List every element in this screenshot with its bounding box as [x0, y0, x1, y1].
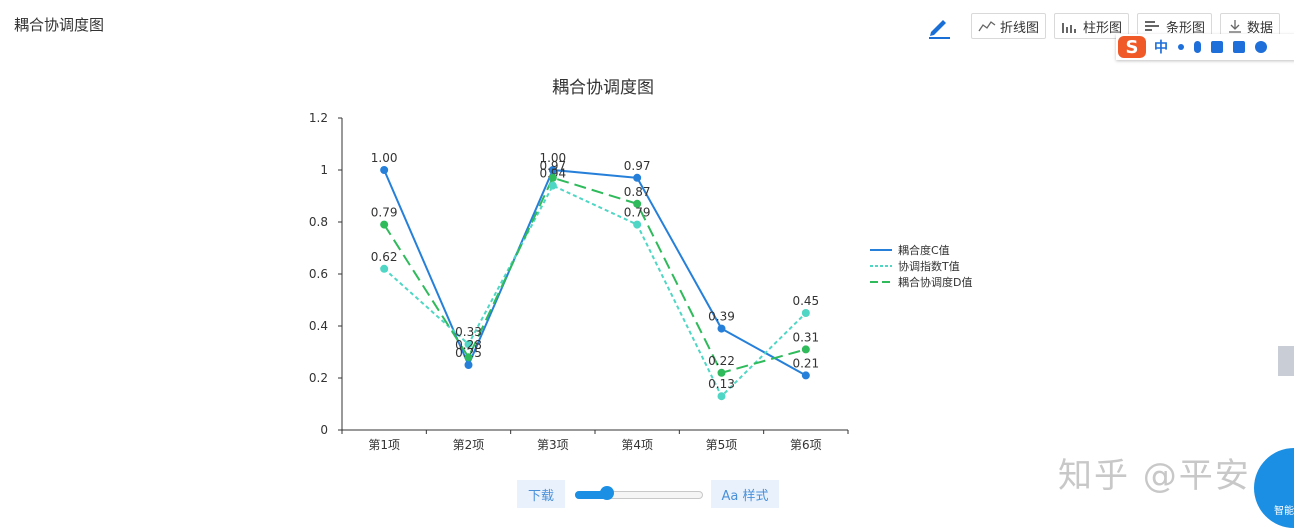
x-tick-label: 第2项 [453, 438, 485, 452]
legend-label: 耦合协调度D值 [898, 275, 972, 289]
download-button[interactable]: 下载 [517, 480, 565, 508]
data-label: 0.97 [624, 159, 651, 173]
bar-chart-icon [1062, 23, 1077, 33]
data-point [380, 220, 389, 229]
bottom-bar: 下载 Aa 样式 [517, 480, 779, 508]
data-label: 0.79 [624, 206, 651, 220]
x-tick-label: 第3项 [537, 438, 569, 452]
slider-knob[interactable] [599, 486, 614, 500]
data-point [801, 371, 810, 380]
pencil-icon[interactable] [925, 12, 953, 40]
data-point [717, 324, 726, 333]
data-point [380, 264, 389, 273]
help-label: 智能 [1274, 506, 1294, 517]
data-label: 0.31 [792, 330, 819, 344]
data-label: 0.62 [371, 250, 398, 264]
ime-logo: S [1118, 36, 1146, 58]
scroll-top-button[interactable] [1278, 346, 1294, 376]
horizontal-bar-icon [1145, 21, 1160, 31]
ime-mode[interactable]: 中 [1154, 40, 1168, 56]
style-button[interactable]: Aa 样式 [711, 480, 779, 508]
data-point [464, 353, 473, 362]
keyboard-icon[interactable] [1211, 41, 1223, 53]
data-point [380, 166, 389, 174]
bar-chart-label: 柱形图 [1083, 20, 1123, 36]
data-label: 0.25 [455, 346, 482, 360]
data-point [464, 361, 473, 369]
watermark: 知乎 @平安 [1058, 456, 1251, 496]
page-title: 耦合协调度图 [14, 16, 105, 34]
y-tick-label: 1 [320, 163, 328, 177]
chart-title: 耦合协调度图 [552, 78, 654, 98]
download-icon [1229, 20, 1242, 33]
data-point [548, 181, 557, 190]
x-tick-label: 第1项 [368, 438, 400, 452]
line-chart-button[interactable]: 折线图 [971, 13, 1047, 39]
x-tick-label: 第6项 [790, 438, 822, 452]
data-label: 0.87 [624, 185, 651, 199]
slider-fill [575, 491, 607, 499]
data-point [548, 173, 557, 182]
data-point [801, 345, 810, 354]
data-label: 数据 [1247, 20, 1274, 36]
data-point [464, 340, 473, 349]
data-label: 0.21 [792, 356, 819, 370]
series-line-1 [383, 168, 807, 377]
data-label: 0.97 [539, 159, 566, 173]
horizontal-bar-label: 条形图 [1166, 20, 1206, 36]
y-tick-label: 0.4 [309, 319, 328, 333]
punctuation-icon[interactable] [1178, 44, 1184, 50]
data-point [801, 309, 810, 317]
series-line-2 [383, 184, 807, 398]
data-point [717, 368, 726, 377]
data-point [633, 173, 642, 182]
ime-toolbar[interactable]: S 中 [1116, 34, 1294, 60]
y-tick-label: 1.2 [309, 111, 328, 125]
data-label: 0.79 [371, 206, 398, 220]
line-chart-label: 折线图 [1000, 20, 1040, 36]
data-label: 1.00 [539, 151, 566, 165]
data-point [548, 166, 557, 174]
y-tick-label: 0 [320, 423, 328, 437]
x-tick-label: 第5项 [706, 438, 738, 452]
data-point [633, 199, 642, 208]
data-point [633, 220, 642, 229]
y-tick-label: 0.8 [309, 215, 328, 229]
legend-label: 协调指数T值 [898, 259, 960, 273]
data-label: 0.22 [708, 354, 735, 368]
series-line-3 [383, 176, 807, 374]
y-tick-label: 0.2 [309, 371, 328, 385]
data-point [717, 392, 726, 401]
data-label: 0.13 [708, 377, 735, 391]
microphone-icon[interactable] [1194, 41, 1201, 53]
robot-icon[interactable] [1255, 41, 1267, 53]
data-label: 0.45 [792, 294, 819, 308]
skin-icon[interactable] [1233, 41, 1245, 53]
data-label: 0.28 [455, 338, 482, 352]
data-label: 0.33 [455, 325, 482, 339]
y-tick-label: 0.6 [309, 267, 328, 281]
data-label: 0.94 [539, 167, 566, 181]
size-slider[interactable] [575, 486, 703, 500]
data-label: 1.00 [371, 151, 398, 165]
data-label: 0.39 [708, 310, 735, 324]
x-tick-label: 第4项 [621, 438, 653, 452]
line-chart-icon [978, 21, 996, 32]
legend-label: 耦合度C值 [898, 243, 950, 257]
